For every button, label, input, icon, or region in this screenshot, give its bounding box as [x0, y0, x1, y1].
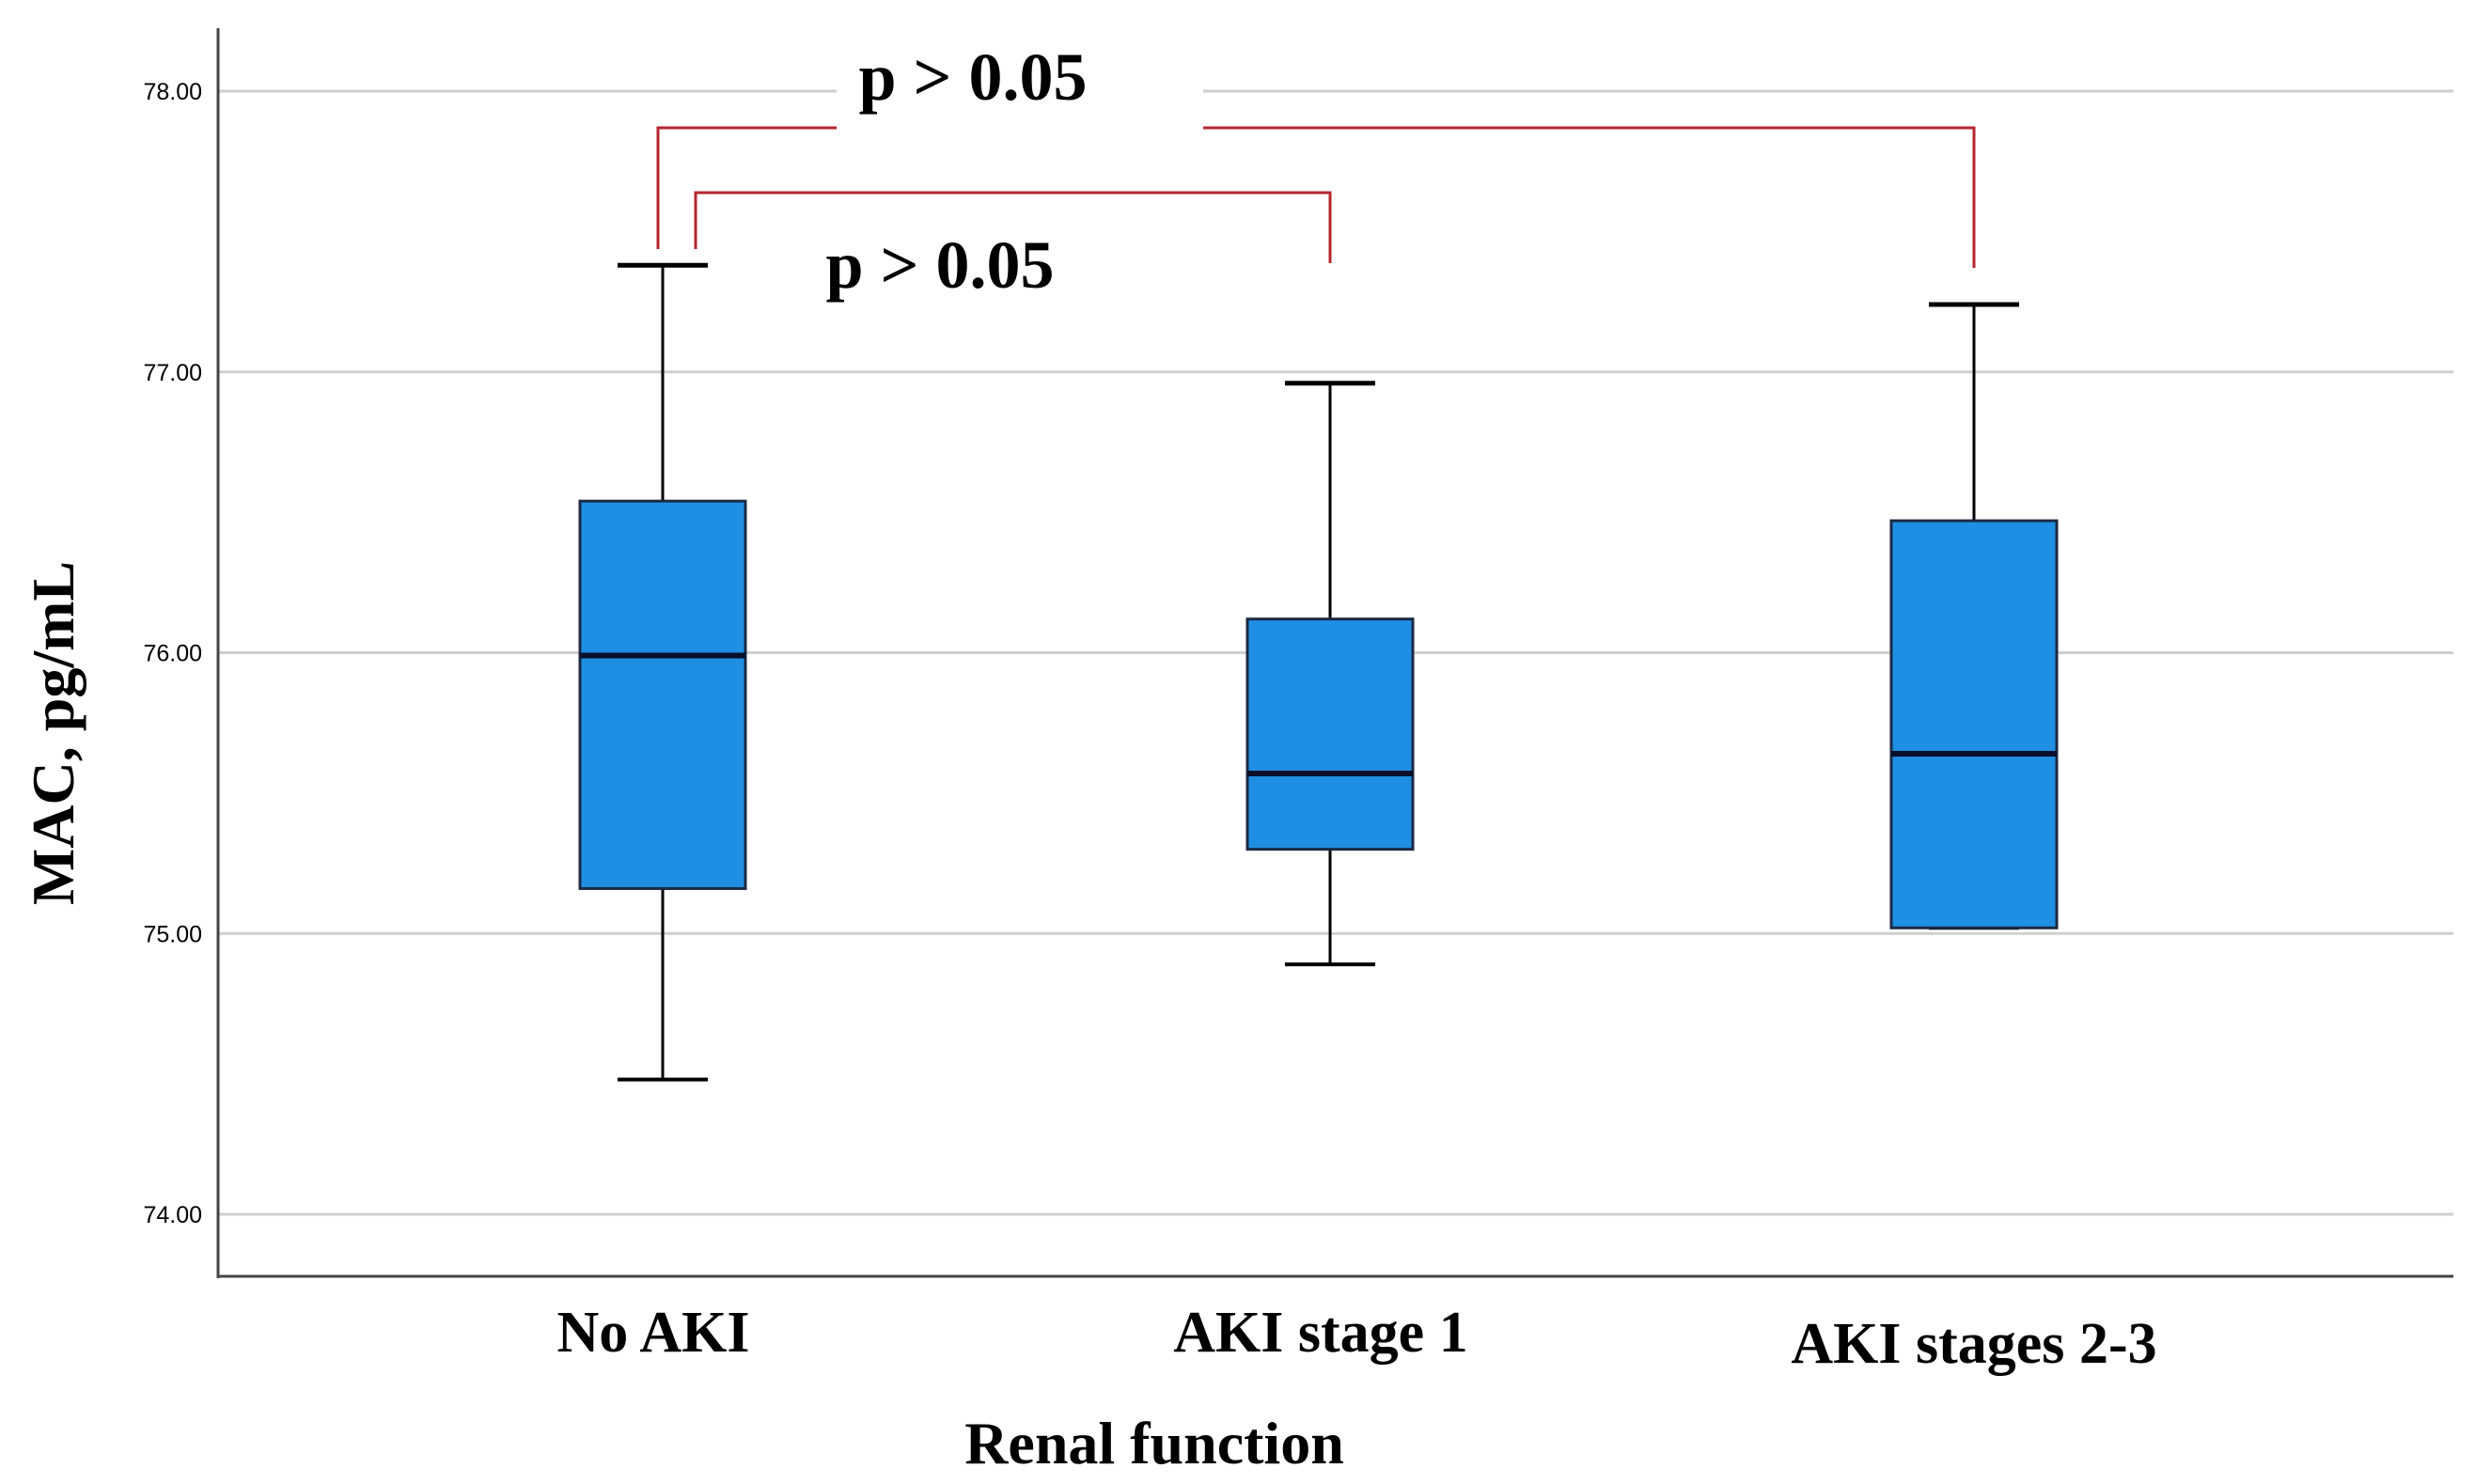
bracket-no-aki-vs-stages-2-3 [656, 126, 1976, 268]
y-tick-label: 77.00 [143, 360, 202, 386]
category-label: No AKI [557, 1301, 750, 1365]
category-labels: No AKI AKI stage 1 AKI stages 2-3 [557, 1301, 2157, 1376]
box-group [1245, 381, 1415, 967]
iqr-box [578, 499, 747, 890]
iqr-box [1245, 617, 1415, 851]
category-label: AKI stage 1 [1173, 1301, 1467, 1365]
axes [216, 28, 2453, 1278]
y-axis-title: MAC, pg/mL [20, 561, 86, 905]
y-tick-label: 75.00 [143, 921, 202, 947]
y-tick-label: 76.00 [143, 641, 202, 667]
p-value-label-inner: p > 0.05 [825, 227, 1054, 303]
boxes [578, 262, 2059, 1082]
iqr-box [1889, 519, 2059, 929]
y-tick-label: 74.00 [143, 1202, 202, 1228]
category-label: AKI stages 2-3 [1791, 1312, 2156, 1376]
x-axis-title: Renal function [964, 1410, 1344, 1476]
box-group [1889, 302, 2059, 930]
p-value-label-outer: p > 0.05 [858, 39, 1087, 115]
y-tick-labels: 74.00 75.00 76.00 77.00 78.00 [143, 79, 202, 1228]
y-tick-label: 78.00 [143, 79, 202, 105]
bracket-no-aki-vs-stage-1 [694, 191, 1332, 263]
significance-brackets: p > 0.05 p > 0.05 [656, 39, 1976, 303]
box-group [578, 262, 747, 1082]
label-backdrop [837, 47, 1203, 132]
